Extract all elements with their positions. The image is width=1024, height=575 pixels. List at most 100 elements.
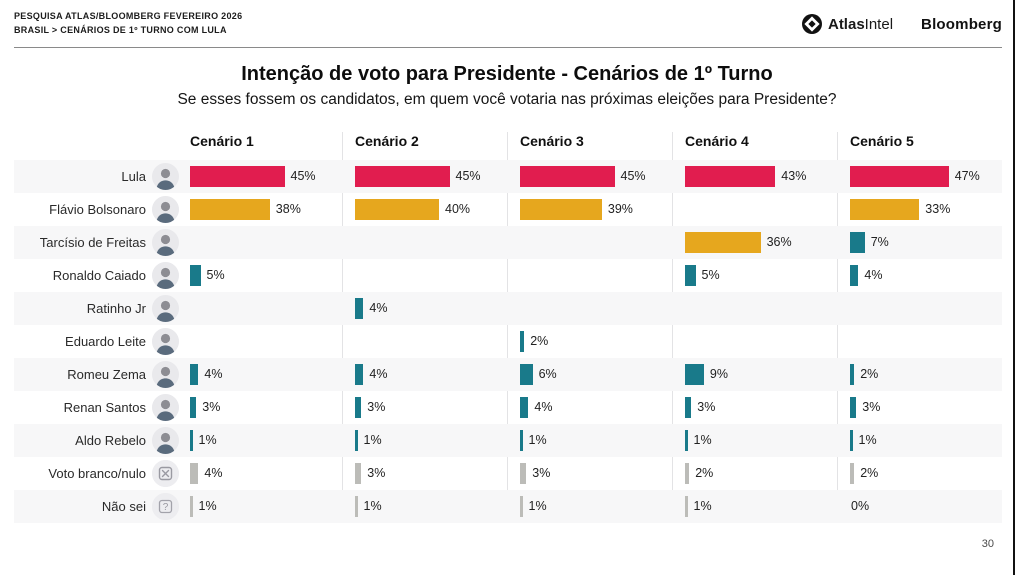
- vote-bar: [520, 199, 602, 220]
- vote-bar: [190, 430, 193, 451]
- chart-row: Não sei? 1% 1% 1% 1% 0%: [14, 490, 1002, 523]
- vote-value: 4%: [204, 367, 223, 381]
- vote-value: 1%: [693, 499, 712, 513]
- avatar-icon: [152, 328, 179, 355]
- vote-bar: [355, 298, 364, 319]
- vote-value: 43%: [781, 169, 807, 183]
- atlasintel-wordmark: AtlasIntel: [828, 16, 893, 33]
- scenario-header: Cenário 5: [850, 133, 914, 149]
- page-subtitle: Se esses fossem os candidatos, em quem v…: [177, 91, 837, 108]
- vote-value: 2%: [860, 466, 879, 480]
- vote-bar: [520, 496, 523, 517]
- vote-bar: [190, 166, 285, 187]
- vote-bar: [190, 265, 201, 286]
- vote-bar: [355, 397, 362, 418]
- chart-row: Lula 45% 45% 45% 43% 47%: [14, 160, 1002, 193]
- avatar-icon: [152, 229, 179, 256]
- candidate-label: Aldo Rebelo: [75, 433, 146, 448]
- vote-bar: [355, 430, 358, 451]
- vote-bar: [190, 199, 270, 220]
- vote-value: 4%: [369, 367, 388, 381]
- chart-row: Eduardo Leite 2%: [14, 325, 1002, 358]
- vote-value: 0%: [851, 499, 870, 513]
- vote-value: 45%: [455, 169, 481, 183]
- intel-light: Intel: [864, 15, 894, 33]
- vote-value: 2%: [530, 334, 549, 348]
- bloomberg-logo: Bloomberg: [921, 15, 1002, 33]
- chart-row: Voto branco/nulo 4% 3% 3% 2% 2%: [14, 457, 1002, 490]
- column-divider: [837, 132, 838, 523]
- vote-bar: [190, 397, 197, 418]
- avatar-icon: [152, 427, 179, 454]
- kicker-line-1: PESQUISA ATLAS/BLOOMBERG FEVEREIRO 2026: [14, 11, 243, 21]
- vote-value: 6%: [538, 367, 557, 381]
- vote-value: 45%: [620, 169, 646, 183]
- avatar-icon: [152, 163, 179, 190]
- vote-bar: [520, 364, 533, 385]
- column-divider: [342, 132, 343, 523]
- candidate-label: Lula: [121, 169, 146, 184]
- vote-bar: [355, 199, 439, 220]
- vote-value: 2%: [695, 466, 714, 480]
- vote-value: 1%: [363, 433, 382, 447]
- vote-value: 33%: [925, 202, 951, 216]
- vote-value: 3%: [367, 400, 386, 414]
- chart-row: Ronaldo Caiado 5% 5% 4%: [14, 259, 1002, 292]
- chart-row: Ratinho Jr 4%: [14, 292, 1002, 325]
- vote-bar: [850, 430, 853, 451]
- vote-bar: [355, 463, 362, 484]
- vote-value: 5%: [701, 268, 720, 282]
- scenarios-chart: Cenário 1 Cenário 2 Cenário 3 Cenário 4 Cená…: [14, 130, 1002, 523]
- scenario-header: Cenário 1: [190, 133, 254, 149]
- atlasintel-icon: [801, 14, 822, 34]
- vote-bar: [685, 430, 688, 451]
- kicker-line-2: BRASIL > CENÁRIOS DE 1º TURNO COM LULA: [14, 25, 227, 35]
- header-divider: [14, 47, 1002, 48]
- scenario-header: Cenário 4: [685, 133, 749, 149]
- candidate-label: Voto branco/nulo: [48, 466, 146, 481]
- candidate-label: Renan Santos: [63, 400, 146, 415]
- scenario-header: Cenário 2: [355, 133, 419, 149]
- vote-value: 1%: [858, 433, 877, 447]
- vote-bar: [355, 166, 450, 187]
- candidate-label: Tarcísio de Freitas: [39, 235, 146, 250]
- vote-bar: [190, 364, 199, 385]
- vote-value: 3%: [697, 400, 716, 414]
- vote-value: 4%: [534, 400, 553, 414]
- vote-bar: [685, 397, 692, 418]
- vote-value: 45%: [290, 169, 316, 183]
- survey-kicker: PESQUISA ATLAS/BLOOMBERG FEVEREIRO 2026 …: [14, 9, 242, 37]
- avatar-icon: [152, 295, 179, 322]
- candidate-label: Eduardo Leite: [65, 334, 146, 349]
- vote-value: 2%: [860, 367, 879, 381]
- column-divider: [507, 132, 508, 523]
- vote-value: 7%: [870, 235, 889, 249]
- chart-row: Renan Santos 3% 3% 4% 3% 3%: [14, 391, 1002, 424]
- avatar-icon: [152, 262, 179, 289]
- vote-bar: [190, 496, 193, 517]
- avatar-icon: [152, 361, 179, 388]
- vote-value: 3%: [532, 466, 551, 480]
- vote-value: 4%: [369, 301, 388, 315]
- vote-bar: [685, 265, 696, 286]
- vote-bar: [520, 166, 615, 187]
- chart-row: Flávio Bolsonaro 38% 40% 39% 33%: [14, 193, 1002, 226]
- vote-bar: [355, 364, 364, 385]
- vote-value: 4%: [864, 268, 883, 282]
- vote-bar: [850, 199, 920, 220]
- vote-bar: [520, 430, 523, 451]
- candidate-label: Flávio Bolsonaro: [49, 202, 146, 217]
- page-number: 30: [981, 538, 994, 550]
- page-title: Intenção de voto para Presidente - Cenár…: [241, 63, 773, 85]
- scenario-header: Cenário 3: [520, 133, 584, 149]
- vote-bar: [520, 331, 525, 352]
- vote-value: 39%: [607, 202, 633, 216]
- atlas-bold: Atlas: [827, 15, 865, 33]
- chart-row: Tarcísio de Freitas 36% 7%: [14, 226, 1002, 259]
- vote-bar: [850, 232, 865, 253]
- vote-bar: [685, 364, 704, 385]
- vote-bar: [850, 166, 949, 187]
- candidate-label: Não sei: [101, 499, 146, 514]
- vote-value: 47%: [954, 169, 980, 183]
